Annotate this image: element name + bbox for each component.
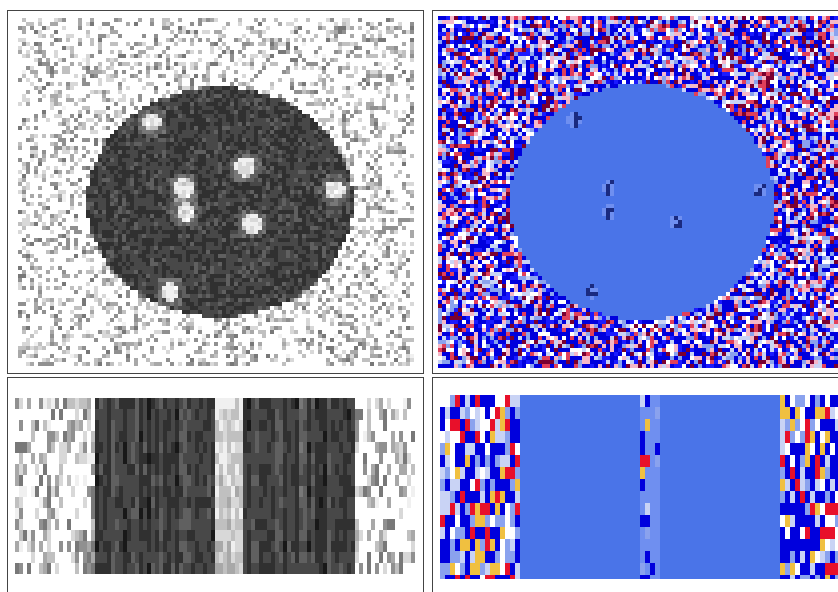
grayscale-image [18,18,414,366]
colormap-strip [440,395,838,579]
colormap-image [438,16,838,368]
grayscale-strip [15,398,415,574]
panel-grid [0,0,838,592]
